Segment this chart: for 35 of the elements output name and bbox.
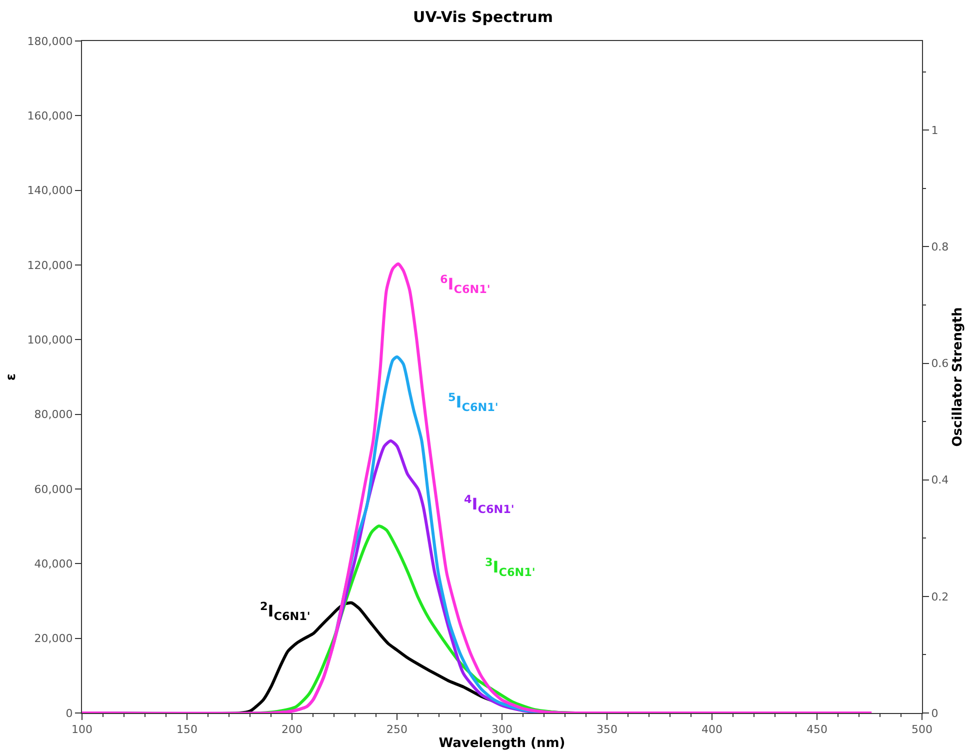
y2-axis-title: Oscillator Strength [950, 307, 966, 447]
x-axis-title: Wavelength (nm) [438, 736, 566, 752]
y2-tick-label: 0 [931, 706, 938, 720]
y-axis-title: ε [4, 373, 20, 381]
y2-tick-label: 0.4 [931, 474, 949, 487]
y-tick-label: 60,000 [34, 482, 73, 496]
y2-tick-label: 0.2 [931, 590, 949, 604]
y-tick-label: 160,000 [27, 110, 73, 123]
y2-tick-label: 1 [931, 124, 938, 138]
text: $^{5}$I$_{C6N1'}$ [448, 391, 498, 414]
y2-tick-label: 0.8 [931, 240, 949, 254]
y2-tick-label: 0.6 [931, 357, 949, 370]
y-tick-label: 40,000 [34, 558, 73, 571]
x-tick-label: 350 [596, 723, 618, 736]
chart-title: UV-Vis Spectrum [413, 8, 553, 26]
text: $^{4}$I$_{C6N1'}$ [464, 493, 514, 516]
series-label: $^{6}$I$_{C6N1'}$ [440, 273, 490, 296]
y-tick-label: 0 [66, 706, 73, 720]
x-tick-label: 100 [72, 723, 92, 736]
series-label: $^{2}$I$_{C6N1'}$ [260, 600, 310, 624]
line-series [82, 262, 874, 713]
x-tick-label: 300 [492, 723, 512, 736]
x-tick-label: 500 [912, 723, 932, 736]
x-tick-label: 200 [282, 723, 302, 736]
x-tick-label: 150 [176, 723, 198, 736]
x-tick-label: 450 [806, 723, 828, 736]
text: $^{3}$I$_{C6N1'}$ [485, 556, 536, 580]
y-tick-label: 20,000 [34, 632, 73, 646]
y-tick-label: 100,000 [27, 334, 73, 347]
y-tick-label: 180,000 [27, 34, 73, 48]
y-tick-label: 80,000 [34, 408, 73, 422]
x-tick-label: 400 [702, 723, 722, 736]
x-tick-label: 250 [386, 723, 408, 736]
y-tick-label: 120,000 [27, 258, 73, 272]
y-tick-label: 140,000 [27, 184, 73, 198]
